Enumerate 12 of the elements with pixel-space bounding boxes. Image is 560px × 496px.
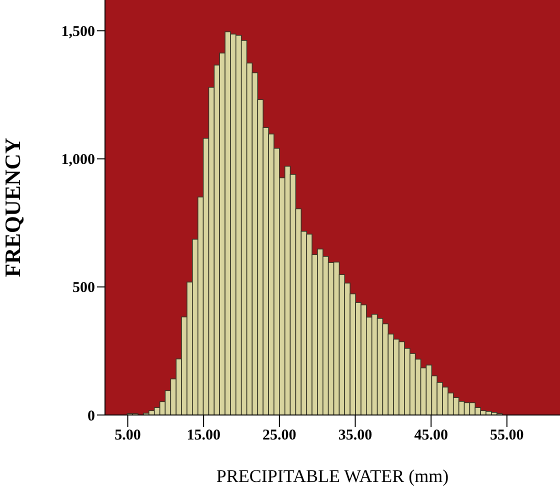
x-tick-label: 5.00 bbox=[114, 428, 141, 444]
x-tick-label: 55.00 bbox=[490, 428, 524, 444]
x-tick-label: 15.00 bbox=[186, 428, 220, 444]
y-tick-label: 1,500 bbox=[61, 24, 95, 40]
y-tick-label: 500 bbox=[72, 280, 95, 296]
y-tick-label: 0 bbox=[88, 408, 95, 424]
x-tick-label: 35.00 bbox=[338, 428, 372, 444]
y-tick-label: 1,000 bbox=[61, 152, 95, 168]
y-axis-title: FREQUENCY bbox=[0, 138, 25, 278]
x-tick-label: 25.00 bbox=[262, 428, 296, 444]
x-axis-title: PRECIPITABLE WATER (mm) bbox=[216, 466, 449, 486]
x-tick-label: 45.00 bbox=[414, 428, 448, 444]
